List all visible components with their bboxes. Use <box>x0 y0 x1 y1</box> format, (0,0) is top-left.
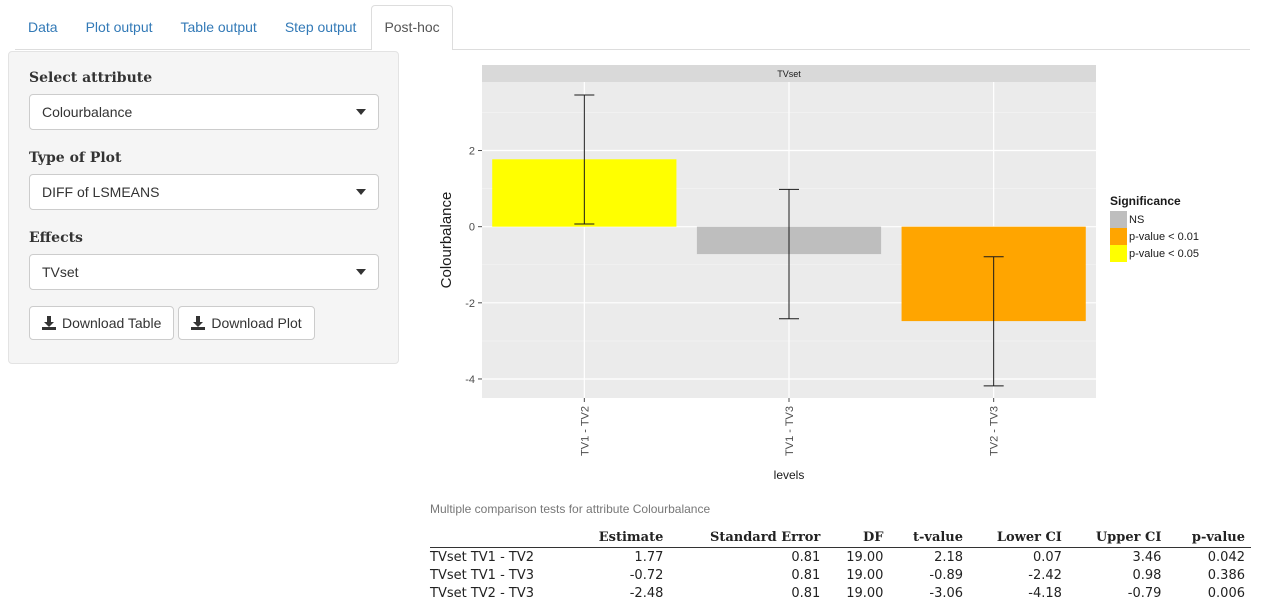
facet-strip <box>482 65 1096 82</box>
caret-down-icon <box>356 109 366 115</box>
sidebar-panel: Select attribute Colourbalance Type of P… <box>8 51 399 364</box>
caret-down-icon <box>356 269 366 275</box>
column-header: t-value <box>889 527 970 548</box>
table-cell: 0.81 <box>791 549 821 565</box>
results-table: Estimate Standard Error DF t-value Lower… <box>430 527 1251 602</box>
effects-select-value: TVset <box>42 264 79 280</box>
table-caption: Multiple comparison tests for attribute … <box>430 502 711 516</box>
legend-title: Significance <box>1110 194 1181 208</box>
column-header: p-value <box>1167 527 1251 548</box>
table-cell: 19.00 <box>846 549 884 565</box>
table-cell: -2.42 <box>1028 567 1062 583</box>
download-plot-label: Download Plot <box>211 315 302 331</box>
table-cell: TVset TV2 - TV3 <box>430 585 534 601</box>
download-table-label: Download Table <box>62 315 162 331</box>
table-row: TVset TV1 - TV3 -0.72 0.81 19.00 -0.89 -… <box>430 566 1251 584</box>
table-cell: 0.81 <box>791 585 821 601</box>
x-tick-label: TV1 - TV3 <box>784 406 796 456</box>
table-cell: -2.48 <box>629 585 664 601</box>
legend-label: p-value < 0.05 <box>1129 248 1199 260</box>
effects-label: Effects <box>29 230 83 246</box>
posthoc-bar-chart: TVset 2 0 -2 -4 TV1 - TV2 TV1 - TV3 TV2 - TV3 le… <box>438 65 1199 482</box>
table-row: TVset TV2 - TV3 -2.48 0.81 19.00 -3.06 -… <box>430 584 1251 602</box>
tab-bar: Data Plot output Table output Step outpu… <box>15 5 1250 50</box>
download-icon <box>42 316 56 330</box>
column-header: Lower CI <box>969 527 1068 548</box>
plot-type-select-value: DIFF of LSMEANS <box>42 184 160 200</box>
facet-title: TVset <box>777 69 801 79</box>
effects-select[interactable]: TVset <box>29 254 379 290</box>
table-cell: 0.98 <box>1132 567 1162 583</box>
legend-swatch <box>1110 245 1127 262</box>
table-cell: 0.006 <box>1207 585 1245 601</box>
table-cell: -0.79 <box>1127 585 1162 601</box>
attribute-select[interactable]: Colourbalance <box>29 94 379 130</box>
table-cell: TVset TV1 - TV2 <box>430 549 534 565</box>
table-cell: 0.07 <box>1032 549 1062 565</box>
table-cell: 1.77 <box>634 549 664 565</box>
table-cell: 3.46 <box>1132 549 1162 565</box>
column-header: Standard Error <box>669 527 827 548</box>
table-cell: 0.386 <box>1207 567 1245 583</box>
y-tick-label: 2 <box>469 146 475 158</box>
column-header: Estimate <box>571 527 670 548</box>
table-cell: 2.18 <box>934 549 964 565</box>
tab-data[interactable]: Data <box>28 19 58 35</box>
caret-down-icon <box>356 189 366 195</box>
column-header: DF <box>826 527 890 548</box>
table-cell: -0.89 <box>929 567 964 583</box>
table-cell: -3.06 <box>929 585 964 601</box>
download-table-button[interactable]: Download Table <box>29 306 175 340</box>
legend-swatch <box>1110 211 1127 228</box>
tab-step-output[interactable]: Step output <box>284 19 357 35</box>
y-tick-label: -4 <box>465 374 475 386</box>
legend-label: NS <box>1129 214 1144 226</box>
y-tick-label: 0 <box>469 222 475 234</box>
table-cell: 0.042 <box>1207 549 1245 565</box>
x-axis-title: levels <box>774 468 805 482</box>
column-header: Upper CI <box>1067 527 1168 548</box>
y-axis-title: Colourbalance <box>438 192 455 289</box>
download-icon <box>191 316 206 330</box>
table-header-row: Estimate Standard Error DF t-value Lower… <box>430 527 1251 548</box>
plot-type-select[interactable]: DIFF of LSMEANS <box>29 174 379 210</box>
tab-post-hoc[interactable]: Post-hoc <box>371 5 453 50</box>
y-tick-label: -2 <box>465 298 475 310</box>
table-cell: 19.00 <box>846 567 884 583</box>
plot-type-label: Type of Plot <box>29 150 122 166</box>
download-plot-button[interactable]: Download Plot <box>178 306 315 340</box>
table-row: TVset TV1 - TV2 1.77 0.81 19.00 2.18 0.0… <box>430 548 1251 567</box>
table-cell: 0.81 <box>791 567 821 583</box>
table-cell: -0.72 <box>629 567 664 583</box>
legend-swatch <box>1110 228 1127 245</box>
attribute-label: Select attribute <box>29 70 153 86</box>
tab-plot-output[interactable]: Plot output <box>85 19 153 35</box>
attribute-select-value: Colourbalance <box>42 104 133 120</box>
x-tick-label: TV2 - TV3 <box>989 406 1001 456</box>
table-cell: TVset TV1 - TV3 <box>430 567 534 583</box>
legend-label: p-value < 0.01 <box>1129 231 1199 243</box>
column-header <box>430 527 572 548</box>
tab-table-output[interactable]: Table output <box>180 19 257 35</box>
table-cell: 19.00 <box>846 585 884 601</box>
x-tick-label: TV1 - TV2 <box>579 406 591 456</box>
table-cell: -4.18 <box>1028 585 1062 601</box>
